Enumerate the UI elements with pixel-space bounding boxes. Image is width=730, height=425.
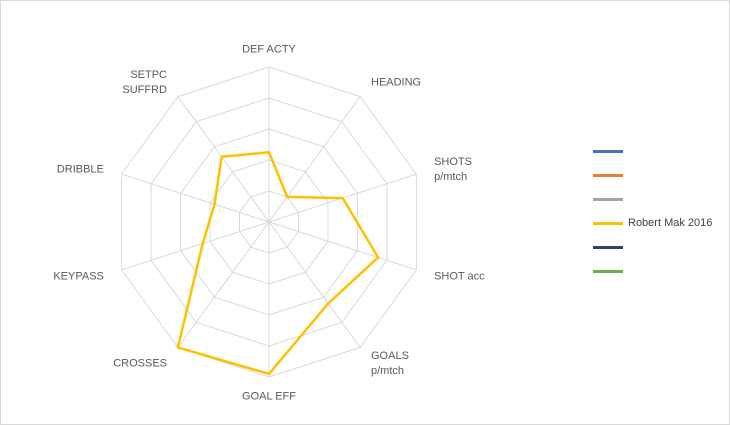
grid-ring <box>180 128 358 316</box>
series-line-robert-mak-2016[interactable] <box>176 151 380 376</box>
legend-entry[interactable]: Robert Mak 2016 <box>593 211 712 235</box>
legend-label: Robert Mak 2016 <box>628 217 713 229</box>
legend-swatch-line <box>593 173 623 177</box>
grid-spoke <box>121 221 270 271</box>
radar-chart: DEF ACTY HEADING SHOTS p/mtch SHOT acc GOALS p… <box>53 43 485 403</box>
grid-ring <box>150 97 388 347</box>
legend-swatch-line <box>593 245 623 249</box>
legend-swatch-line <box>593 197 623 201</box>
axis-label-setpc-suffrd: SETPC SUFFRD <box>122 69 167 96</box>
chart-legend: Robert Mak 2016 <box>593 139 712 283</box>
legend-swatch-line <box>593 269 623 273</box>
axis-label-keypass: KEYPASS <box>53 271 104 283</box>
axis-label-dribble: DRIBBLE <box>57 163 104 175</box>
legend-entry[interactable] <box>593 259 712 283</box>
legend-swatch-line <box>593 221 623 225</box>
legend-entry[interactable] <box>593 139 712 163</box>
grid-spoke <box>177 221 270 348</box>
legend-entry[interactable] <box>593 235 712 259</box>
axis-label-goals-p-mtch: GOALS p/mtch <box>371 350 409 377</box>
axis-label-crosses: CROSSES <box>113 357 167 369</box>
grid-ring <box>121 66 417 378</box>
axis-label-heading: HEADING <box>371 77 421 89</box>
grid-spoke <box>268 221 361 348</box>
axis-label-def-acty: DEF ACTY <box>242 43 296 55</box>
grid-spoke <box>268 221 417 271</box>
axis-label-shot-acc: SHOT acc <box>434 271 485 283</box>
legend-entry[interactable] <box>593 187 712 211</box>
axis-label-shots-p-mtch: SHOTS p/mtch <box>434 156 472 183</box>
grid-spoke <box>121 173 270 223</box>
grid-ring <box>239 190 299 254</box>
grid-ring <box>209 159 329 285</box>
legend-swatch-line <box>593 149 623 153</box>
legend-entry[interactable] <box>593 163 712 187</box>
grid-spoke <box>268 96 361 223</box>
axis-label-goal-eff: GOAL EFF <box>242 391 296 403</box>
grid-spoke <box>177 96 270 223</box>
